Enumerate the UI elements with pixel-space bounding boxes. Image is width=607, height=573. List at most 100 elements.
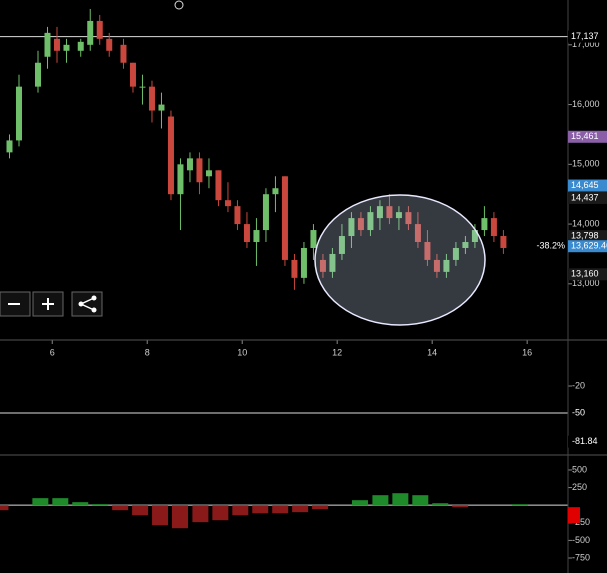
candle-body [338, 236, 345, 254]
y-tick-label: 15,000 [572, 159, 600, 169]
candle-body [167, 116, 174, 195]
x-tick-label: 12 [332, 347, 342, 357]
histogram-bar [432, 503, 449, 506]
candle-body [348, 218, 355, 237]
histogram-bar [112, 505, 129, 511]
candle-body [234, 206, 241, 225]
candle-body [357, 218, 364, 231]
x-tick-label: 16 [522, 347, 532, 357]
price-tag-label: 13,629.46 [571, 241, 607, 251]
button[interactable] [71, 291, 103, 317]
last-value-label: -81.84 [572, 436, 598, 446]
drawing-handle [174, 0, 184, 10]
candle-body [15, 86, 22, 141]
candle-body [87, 20, 94, 45]
histogram-bar [292, 505, 309, 513]
histogram-bar [72, 502, 89, 506]
candle-body [272, 188, 279, 195]
share-icon [79, 297, 95, 311]
histogram-bar [252, 505, 269, 514]
histogram-bar [392, 493, 409, 506]
candle-body [281, 176, 288, 260]
candle-body [405, 212, 412, 225]
histogram-bar [132, 505, 149, 516]
price-tag-label: 14,645 [571, 180, 599, 190]
zoom-in-button[interactable] [32, 291, 64, 317]
price-tag [568, 240, 607, 253]
histogram-bar [312, 505, 329, 510]
candle-body [215, 170, 222, 201]
candle-body [120, 44, 127, 63]
candle-body [471, 230, 478, 243]
y-tick-label: -500 [572, 535, 590, 545]
histogram-bar [52, 498, 69, 506]
price-tag-label: 15,461 [571, 131, 599, 141]
candle-body [34, 62, 41, 87]
candle-body [386, 206, 393, 219]
candle-body [148, 86, 155, 111]
y-tick-label: 250 [572, 482, 587, 492]
candle-body [481, 218, 488, 231]
candle-body [424, 242, 431, 260]
price-tag [568, 268, 607, 281]
histogram-bar [212, 505, 229, 521]
histogram-bar [192, 505, 209, 523]
reference-label: -50 [572, 407, 585, 417]
candle-body [443, 259, 450, 272]
candle-body [6, 140, 13, 153]
share-button[interactable] [71, 291, 103, 317]
y-tick-label: -250 [572, 517, 590, 527]
candle-body [63, 44, 70, 51]
candle-body [186, 158, 193, 171]
candle-body [53, 38, 60, 51]
candle-body [262, 194, 269, 231]
price-tag-label: 13,160 [571, 269, 599, 279]
candle-body [129, 62, 136, 87]
histogram-bar [412, 495, 429, 506]
candle-body [291, 259, 298, 278]
zoom-out-button[interactable] [0, 291, 31, 317]
candle-body [253, 230, 260, 243]
candle-body [205, 170, 212, 177]
price-tag [568, 130, 607, 143]
candle-body [77, 41, 84, 51]
price-tag-label: 13,798 [571, 231, 599, 241]
x-tick-label: 6 [50, 347, 55, 357]
histogram-bar [171, 505, 188, 529]
histogram-bar [272, 505, 289, 514]
candle-body [96, 20, 103, 39]
candle-body [139, 86, 146, 88]
button[interactable] [32, 291, 64, 317]
candle-body [376, 206, 383, 219]
last-value-tag [568, 435, 607, 448]
candle-body [414, 224, 421, 243]
price-tag [568, 179, 607, 192]
candle-body [433, 259, 440, 272]
last-value-tag [568, 507, 580, 524]
histogram-bar [0, 505, 9, 511]
price-tag [568, 191, 607, 204]
candle-body [329, 253, 336, 272]
histogram-bar [512, 504, 529, 506]
candle-body [106, 38, 113, 51]
histogram-bar [452, 505, 469, 508]
candle-body [177, 164, 184, 195]
price-tag [568, 230, 607, 243]
candle-body [196, 158, 203, 183]
y-tick-label: 500 [572, 464, 587, 474]
candle-body [310, 230, 317, 248]
histogram-bar [152, 505, 169, 526]
level-tag-label: 17,137 [571, 31, 599, 41]
y-tick-label: -750 [572, 552, 590, 562]
y-tick-label: 14,000 [572, 218, 600, 228]
histogram-bar [92, 504, 109, 506]
x-tick-label: 10 [237, 347, 247, 357]
candle-body [224, 200, 231, 207]
candle-body [395, 212, 402, 219]
candle-body [452, 247, 459, 260]
y-tick-label: -20 [572, 380, 585, 390]
y-tick-label: 17,000 [572, 39, 600, 49]
candle-body [158, 104, 165, 111]
